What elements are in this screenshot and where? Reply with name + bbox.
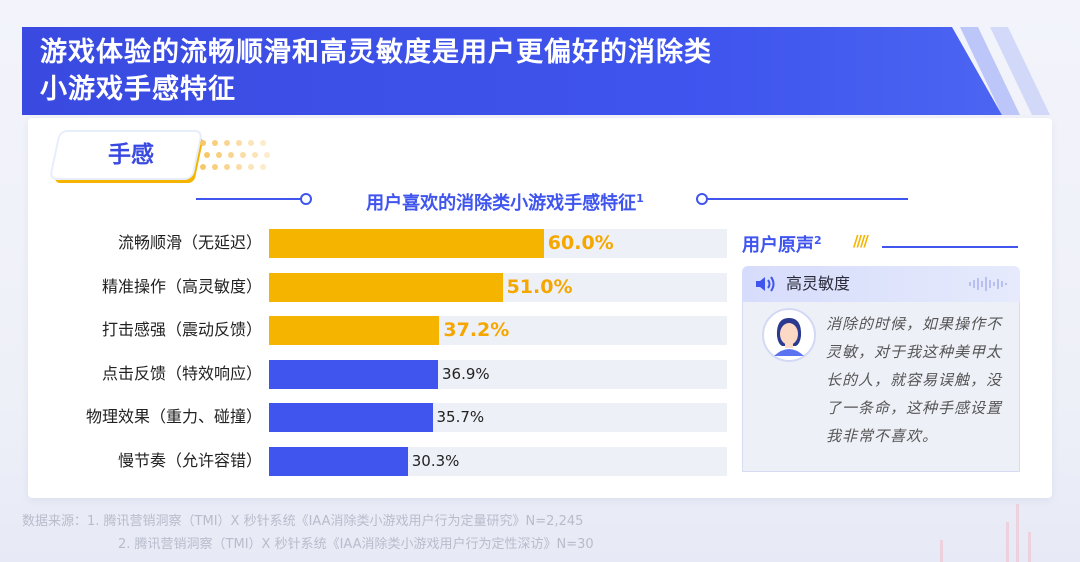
category-label: 点击反馈（特效响应） xyxy=(101,363,262,383)
page-title: 游戏体验的流畅顺滑和高灵敏度是用户更偏好的消除类 小游戏手感特征 xyxy=(40,34,860,108)
bar xyxy=(269,316,440,345)
decor-bar xyxy=(1028,532,1031,562)
chart-title-text: 用户喜欢的消除类小游戏手感特征 xyxy=(366,193,637,214)
chart-title: 用户喜欢的消除类小游戏手感特征1 xyxy=(320,185,690,214)
bar xyxy=(269,359,438,389)
bar-row: 物理效果（重力、碰撞） 35.7% xyxy=(40,399,740,433)
category-label: 慢节奏（允许容错） xyxy=(117,450,262,470)
page-title-line1: 游戏体验的流畅顺滑和高灵敏度是用户更偏好的消除类 xyxy=(40,37,712,68)
voice-heading-footnote: 2 xyxy=(814,234,822,247)
value-label: 36.9% xyxy=(442,364,490,383)
decor-dot xyxy=(252,152,258,158)
header-banner xyxy=(22,27,1002,115)
decor-dot xyxy=(224,164,230,170)
decor-dots xyxy=(200,138,276,174)
voice-heading: 用户原声2 xyxy=(742,226,842,256)
decor-dot xyxy=(264,152,270,158)
chart-title-line-right xyxy=(706,198,908,200)
category-label: 精准操作（高灵敏度） xyxy=(101,276,262,296)
page-title-line2: 小游戏手感特征 xyxy=(40,74,236,105)
value-label: 37.2% xyxy=(443,319,510,341)
sound-wave-icon xyxy=(969,277,1007,291)
decor-bar xyxy=(1006,522,1009,562)
bar-row: 精准操作（高灵敏度） 51.0% xyxy=(40,269,740,303)
bar xyxy=(269,446,408,476)
voice-heading-line xyxy=(882,246,1018,248)
decor-dot xyxy=(224,140,230,146)
bar-row: 流畅顺滑（无延迟） 60.0% xyxy=(40,225,740,259)
value-label: 35.7% xyxy=(436,408,485,426)
bar xyxy=(269,272,503,302)
decor-dot xyxy=(240,152,246,158)
bar-row: 打击感强（震动反馈） 37.2% xyxy=(40,312,740,346)
bar xyxy=(269,403,433,432)
voice-heading-text: 用户原声 xyxy=(742,235,814,256)
source-note-1: 数据来源：1. 腾讯营销洞察（TMI）X 秒针系统《IAA消除类小游戏用户行为定… xyxy=(22,514,584,529)
decor-dot xyxy=(248,164,254,170)
voice-quote: 消除的时候，如果操作不灵敏，对于我这种美甲太长的人，就容易误触，没了一条命，这种… xyxy=(826,315,1003,445)
value-label: 51.0% xyxy=(506,275,573,298)
category-label: 物理效果（重力、碰撞） xyxy=(85,407,262,426)
decor-dot xyxy=(200,164,206,170)
bar-row: 慢节奏（允许容错） 30.3% xyxy=(40,443,740,477)
bar-row: 点击反馈（特效响应） 36.9% xyxy=(40,356,740,390)
decor-dot xyxy=(200,140,206,146)
decor-dot xyxy=(260,164,266,170)
source-note-2: 2. 腾讯营销洞察（TMI）X 秒针系统《IAA消除类小游戏用户行为定性深访》N… xyxy=(118,537,594,552)
decor-dot xyxy=(236,164,242,170)
decor-bar xyxy=(1016,504,1019,562)
user-avatar-icon xyxy=(762,308,816,362)
category-label: 流畅顺滑（无延迟） xyxy=(117,233,262,252)
decor-dot xyxy=(216,152,222,158)
value-label: 60.0% xyxy=(547,232,614,254)
decor-dot xyxy=(236,140,242,146)
decor-bar xyxy=(940,540,943,562)
voice-slashes: //// xyxy=(853,232,869,250)
speaker-icon xyxy=(756,276,775,292)
voice-topic-label: 高灵敏度 xyxy=(786,274,851,293)
decor-dot xyxy=(260,140,266,146)
chart-title-line-left xyxy=(196,198,306,200)
decor-dot xyxy=(212,164,218,170)
chart-title-footnote: 1 xyxy=(636,192,644,205)
decor-dot xyxy=(212,140,218,146)
value-label: 30.3% xyxy=(411,451,460,470)
category-label: 打击感强（震动反馈） xyxy=(101,320,262,339)
bar xyxy=(269,229,544,258)
decor-dot xyxy=(204,152,210,158)
decor-dot xyxy=(228,152,234,158)
decor-dot xyxy=(248,140,254,146)
section-tag-label: 手感 xyxy=(108,142,154,168)
chart-title-dot-left xyxy=(300,193,312,205)
bar-chart: 流畅顺滑（无延迟） 60.0% 精准操作（高灵敏度） 51.0% 打击感强（震动反馈） 3… xyxy=(40,225,740,485)
